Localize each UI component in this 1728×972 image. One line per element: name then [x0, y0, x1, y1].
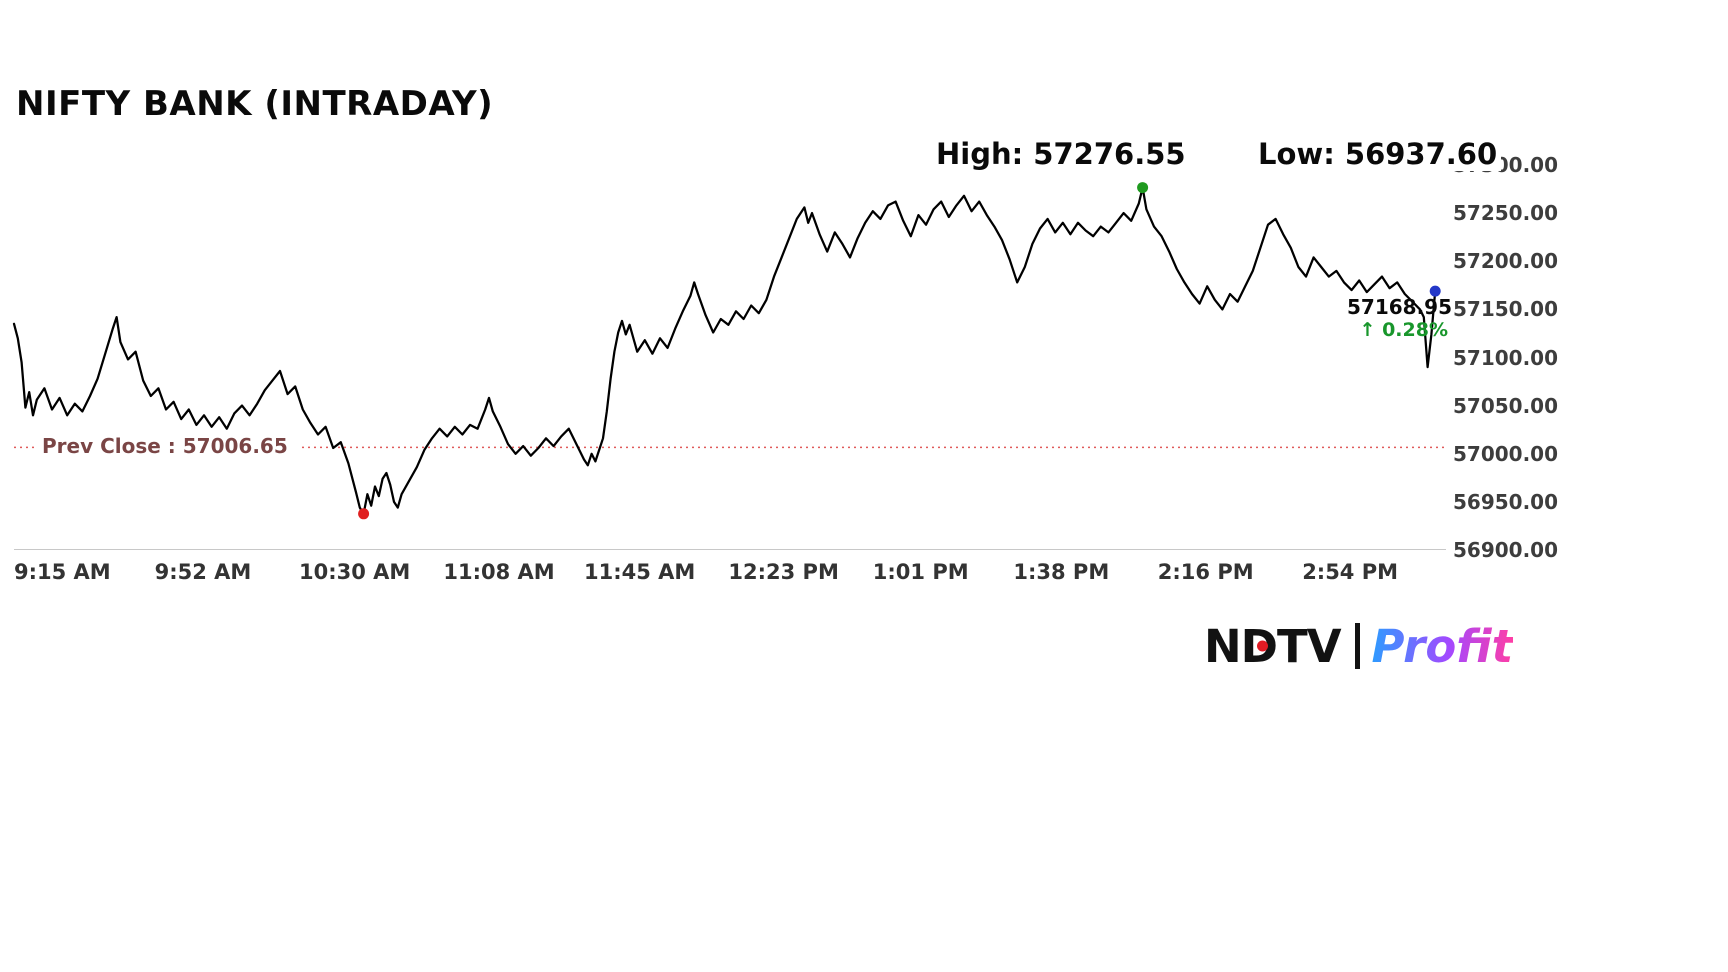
x-tick-label: 1:38 PM: [1013, 560, 1110, 584]
y-tick-label: 56900.00: [1453, 538, 1559, 562]
high-label: High: 57276.55: [936, 137, 1186, 171]
plot-area: Prev Close : 57006.65 57168.95 ↑ 0.28%: [12, 165, 1452, 550]
y-tick-label: 57000.00: [1453, 441, 1559, 466]
y-tick-label: 57050.00: [1453, 393, 1559, 418]
x-tick-label: 9:15 AM: [14, 560, 111, 584]
x-tick-label: 11:45 AM: [584, 560, 696, 584]
chart-title: NIFTY BANK (INTRADAY): [16, 84, 494, 124]
last-price-label: 57168.95: [1346, 295, 1452, 320]
change-percent: 0.28%: [1382, 319, 1448, 342]
y-tick-label: 57250.00: [1453, 201, 1559, 226]
x-tick-label: 2:16 PM: [1157, 560, 1254, 584]
x-tick-label: 9:52 AM: [154, 560, 252, 584]
ndtv-letters: NDTV: [1204, 619, 1342, 673]
ndtv-profit-logo: NDTV Profit: [1204, 618, 1513, 674]
x-axis-labels: 9:15 AM 9:52 AM 10:30 AM 11:08 AM 11:45 AM 12…: [14, 560, 1446, 590]
low-label: Low: 56937.60: [1258, 137, 1502, 171]
logo-divider: [1354, 623, 1360, 669]
y-tick-label: 57100.00: [1453, 345, 1559, 370]
ndtv-logo-text: NDTV: [1204, 624, 1342, 669]
y-tick-label: 57200.00: [1453, 249, 1559, 274]
x-tick-label: 12:23 PM: [728, 560, 839, 584]
y-tick-label: 56950.00: [1453, 489, 1559, 514]
x-tick-label: 2:54 PM: [1302, 560, 1399, 584]
prev-close-label: Prev Close : 57006.65: [36, 433, 298, 460]
x-tick-label: 1:01 PM: [872, 560, 969, 584]
price-line-chart: [12, 182, 1446, 550]
y-axis-labels: 57300.00 57250.00 57200.00 57150.00 57100.00…: [1453, 153, 1563, 562]
x-tick-label: 11:08 AM: [443, 560, 555, 584]
y-tick-label: 57150.00: [1453, 297, 1559, 322]
up-arrow-icon: ↑: [1359, 319, 1376, 342]
profit-logo-text: Profit: [1371, 619, 1514, 673]
x-tick-label: 10:30 AM: [299, 560, 411, 584]
ndtv-red-dot-icon: [1257, 640, 1269, 652]
last-change-label: ↑ 0.28%: [1360, 319, 1448, 341]
